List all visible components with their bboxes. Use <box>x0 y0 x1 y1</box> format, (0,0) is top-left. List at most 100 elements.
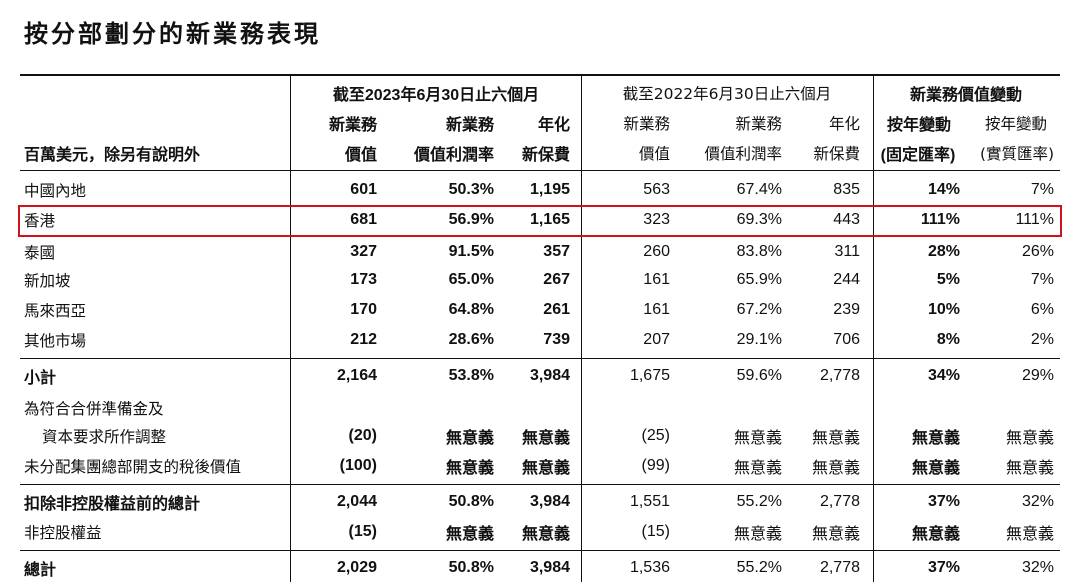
table-row: 資本要求所作調整 (20) 無意義 無意義 (25) 無意義 無意義 無意義 無意義 <box>20 422 1060 450</box>
table-cell: 無意義 <box>911 526 960 543</box>
table-cell: 601 <box>350 181 377 198</box>
table-cell: 28.6% <box>448 331 494 348</box>
table-row: 馬來西亞 170 64.8% 261 161 67.2% 239 10% 6% <box>20 296 1060 324</box>
table-cell: 1,551 <box>629 493 670 510</box>
table-cell: 2,778 <box>819 559 860 576</box>
table-cell: (15) <box>348 523 377 540</box>
table-cell: 50.3% <box>448 181 494 198</box>
col3-header-2: 新保費 <box>521 147 570 164</box>
col5-header-2: 價值利潤率 <box>704 145 782 163</box>
table-cell: 443 <box>833 211 860 228</box>
table-cell: 357 <box>543 243 570 260</box>
table-cell: 327 <box>350 243 377 260</box>
table-cell: 10% <box>927 301 960 318</box>
table-cell <box>500 394 570 422</box>
col6-header-2: 新保費 <box>813 145 860 163</box>
table-cell: 無意義 <box>445 460 494 477</box>
table-cell: 239 <box>833 301 860 318</box>
table-cell: 83.8% <box>736 243 782 260</box>
col5-header: 新業務 <box>735 115 782 133</box>
row-label: 非控股權益 <box>24 524 102 542</box>
table-cell <box>790 394 860 422</box>
table-cell: 67.4% <box>736 181 782 198</box>
page-title: 按分部劃分的新業務表現 <box>24 20 321 48</box>
table-cell: 14% <box>927 181 960 198</box>
col7-header: 按年變動 <box>886 117 951 134</box>
col4-header: 新業務 <box>623 115 670 133</box>
row-rule <box>20 484 1060 485</box>
table-row: 未分配集團總部開支的稅後價值 (100) 無意義 無意義 (99) 無意義 無意義 無意義 無意… <box>20 452 1060 480</box>
table-cell: 55.2% <box>736 559 782 576</box>
table-cell: 69.3% <box>736 211 782 228</box>
table-cell <box>680 394 782 422</box>
table-cell: 無意義 <box>521 526 570 543</box>
table-cell: 無意義 <box>811 430 860 447</box>
table-cell: 212 <box>350 331 377 348</box>
table-cell: 260 <box>643 243 670 260</box>
table-cell <box>580 394 670 422</box>
table-row: 非控股權益 (15) 無意義 無意義 (15) 無意義 無意義 無意義 無意義 <box>20 518 1060 546</box>
row-label: 扣除非控股權益前的總計 <box>24 496 201 513</box>
col3-header: 年化 <box>537 117 570 134</box>
col1-header: 新業務 <box>328 117 377 134</box>
table-cell: 無意義 <box>445 430 494 447</box>
table-cell: 32% <box>1021 559 1054 576</box>
table-cell: (25) <box>641 427 670 444</box>
header-2023: 截至2023年6月30日止六個月 <box>332 87 540 104</box>
table-cell: 55.2% <box>736 493 782 510</box>
table-cell: 3,984 <box>529 559 570 576</box>
table-cell <box>972 394 1054 422</box>
table-cell: 34% <box>927 367 960 384</box>
col2-header: 新業務 <box>445 117 494 134</box>
table-cell: 311 <box>834 243 860 260</box>
row-label: 小計 <box>24 370 57 387</box>
table-cell: 32% <box>1021 493 1054 510</box>
table-cell: 56.9% <box>448 211 494 228</box>
table-cell: 8% <box>936 331 960 348</box>
table-cell: 無意義 <box>521 460 570 477</box>
row-rule <box>20 358 1060 359</box>
table-cell: 2,778 <box>819 367 860 384</box>
table-cell: 207 <box>643 331 670 348</box>
table-cell: 37% <box>927 559 960 576</box>
table-cell: 37% <box>927 493 960 510</box>
table-cell: 29% <box>1021 367 1054 384</box>
table-cell: 2,164 <box>336 367 377 384</box>
row-label: 未分配集團總部開支的稅後價值 <box>24 458 242 476</box>
col6-header: 年化 <box>828 115 860 133</box>
table-cell: 無意義 <box>811 460 860 477</box>
table-cell: 無意義 <box>445 526 494 543</box>
table-cell: 835 <box>833 181 860 198</box>
table-cell: 2,044 <box>336 493 377 510</box>
table-cell: 65.0% <box>448 271 494 288</box>
table-row: 小計 2,164 53.8% 3,984 1,675 59.6% 2,778 34% 29% <box>20 362 1060 390</box>
table-row: 香港 681 56.9% 1,165 323 69.3% 443 111% 111% <box>20 206 1060 234</box>
table-cell: 1,165 <box>529 211 570 228</box>
table-cell: 無意義 <box>1005 460 1054 477</box>
table-cell: 無意義 <box>1005 430 1054 447</box>
col4-header-2: 價值 <box>638 145 670 163</box>
table-cell: 無意義 <box>1005 526 1054 543</box>
table-cell: 261 <box>543 301 570 318</box>
table-row: 其他市場 212 28.6% 739 207 29.1% 706 8% 2% <box>20 326 1060 354</box>
table-cell: 29.1% <box>736 331 782 348</box>
header-group-row: 截至2023年6月30日止六個月 截至2022年6月30日止六個月 新業務價值變… <box>20 80 1060 106</box>
col2-header-2: 價值利潤率 <box>413 147 494 164</box>
table-row: 扣除非控股權益前的總計 2,044 50.8% 3,984 1,551 55.2% 2,77… <box>20 488 1060 516</box>
table-cell: 267 <box>543 271 570 288</box>
table-cell: 無意義 <box>733 526 782 543</box>
table-cell: 91.5% <box>448 243 494 260</box>
table-cell: (100) <box>339 457 377 474</box>
table-cell: 無意義 <box>911 430 960 447</box>
table-top-rule <box>20 74 1060 76</box>
table-cell: 64.8% <box>448 301 494 318</box>
row-label: 為符合合併準備金及 <box>24 400 164 418</box>
table-cell: 244 <box>833 271 860 288</box>
table-cell: 6% <box>1030 301 1054 318</box>
header-row-2: 百萬美元，除另有說明外 價值 價值利潤率 新保費 價值 價值利潤率 新保費 (固… <box>20 140 1060 166</box>
table-cell: (99) <box>641 457 670 474</box>
table-cell: 681 <box>350 211 377 228</box>
table-cell: (15) <box>641 523 670 540</box>
column-divider <box>290 76 291 582</box>
row-label: 總計 <box>24 562 57 579</box>
